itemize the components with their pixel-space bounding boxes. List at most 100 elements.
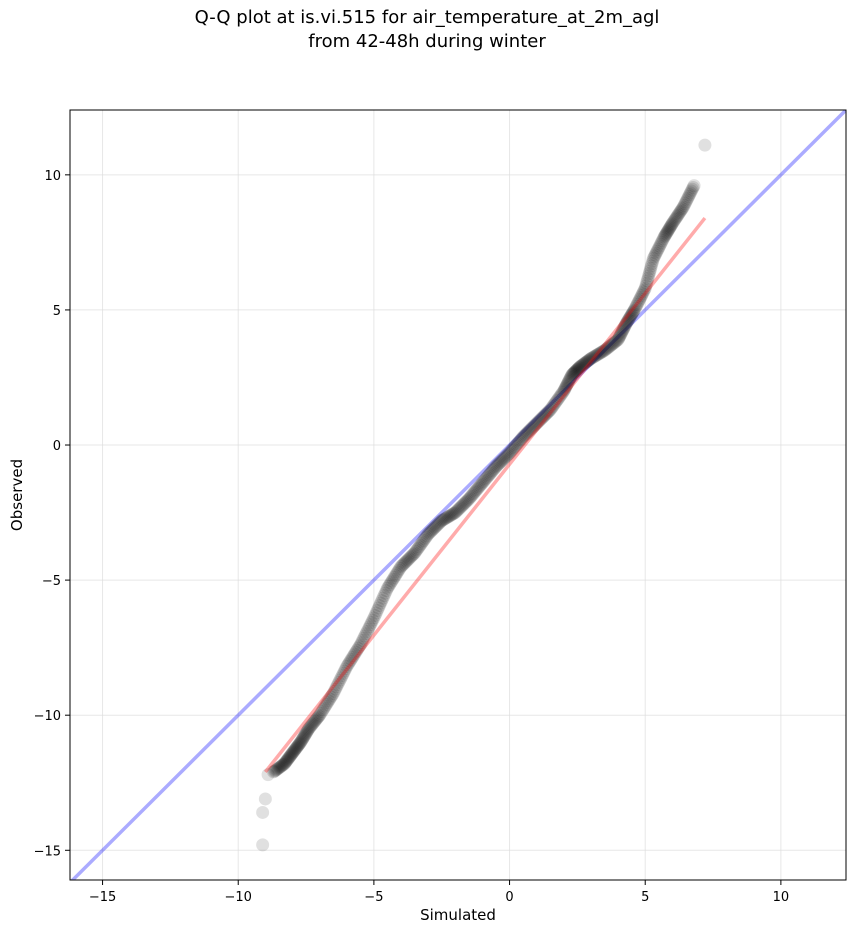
data-point <box>571 362 585 376</box>
x-tick-label: −5 <box>364 890 383 905</box>
y-tick-label: −10 <box>34 709 61 724</box>
x-tick-label: 5 <box>641 890 649 905</box>
data-point <box>596 344 610 358</box>
data-point <box>465 488 479 502</box>
data-point <box>496 453 510 467</box>
data-point <box>678 197 692 211</box>
x-tick-label: 10 <box>773 890 790 905</box>
data-point <box>290 741 304 755</box>
data-point <box>439 511 453 525</box>
data-point <box>627 303 641 317</box>
data-point <box>584 352 598 366</box>
data-point <box>546 400 560 414</box>
data-point <box>500 448 514 462</box>
data-point <box>444 508 458 522</box>
data-points <box>256 138 712 852</box>
data-point <box>458 495 472 509</box>
data-point <box>618 319 632 333</box>
data-point <box>298 728 312 742</box>
data-point <box>279 755 293 769</box>
data-point <box>574 359 588 373</box>
data-point <box>410 543 424 557</box>
data-point <box>579 356 593 370</box>
data-point <box>558 381 572 395</box>
data-point <box>644 262 658 276</box>
data-point <box>418 532 432 546</box>
data-point <box>564 370 578 384</box>
data-point <box>588 349 602 363</box>
data-point <box>437 512 451 526</box>
data-point <box>600 342 614 356</box>
data-point <box>389 567 403 581</box>
data-point <box>562 373 576 387</box>
data-point <box>440 510 454 524</box>
data-point <box>287 744 301 758</box>
data-point <box>460 494 474 508</box>
data-point <box>477 474 491 488</box>
data-point <box>536 410 550 424</box>
chart-subtitle: from 42-48h during winter <box>308 31 546 52</box>
data-point <box>609 334 623 348</box>
data-point <box>592 347 606 361</box>
data-point <box>641 271 655 285</box>
data-point <box>341 658 355 672</box>
data-point <box>366 613 380 627</box>
data-point <box>556 386 570 400</box>
data-point <box>671 208 685 222</box>
data-point <box>311 710 325 724</box>
data-point <box>663 221 677 235</box>
data-point <box>638 281 652 295</box>
data-point <box>457 497 471 511</box>
data-point <box>483 466 497 480</box>
data-point <box>541 405 555 419</box>
data-point <box>452 502 466 516</box>
x-tick-label: −10 <box>225 890 252 905</box>
y-tick-label: 5 <box>53 304 61 319</box>
data-point <box>613 329 627 343</box>
x-tick-label: 0 <box>505 890 513 905</box>
data-point <box>345 651 359 665</box>
data-point <box>362 620 376 634</box>
data-point <box>623 311 637 325</box>
data-point <box>323 692 337 706</box>
data-point <box>293 736 307 750</box>
data-point <box>348 647 362 661</box>
data-point <box>376 591 390 605</box>
data-point <box>572 361 586 375</box>
data-point <box>531 415 545 429</box>
data-point <box>578 356 592 370</box>
data-point <box>568 365 582 379</box>
data-point <box>354 636 368 650</box>
data-point <box>557 383 571 397</box>
data-point <box>303 721 317 735</box>
data-point <box>358 629 372 643</box>
data-point <box>607 336 621 350</box>
data-point <box>327 684 341 698</box>
data-point <box>353 638 367 652</box>
data-point <box>411 541 425 555</box>
data-point <box>470 483 484 497</box>
data-point <box>580 354 594 368</box>
data-point <box>305 717 319 731</box>
data-point <box>297 730 311 744</box>
plot-area-frame <box>69 109 847 881</box>
data-point <box>386 572 400 586</box>
data-point <box>279 754 293 768</box>
data-point <box>480 470 494 484</box>
data-point <box>286 745 300 759</box>
data-point <box>498 451 512 465</box>
data-point <box>334 671 348 685</box>
data-point <box>512 435 526 449</box>
data-point <box>401 553 415 567</box>
data-point <box>666 215 680 229</box>
data-point <box>304 719 318 733</box>
data-point <box>282 751 296 765</box>
data-point <box>560 379 574 393</box>
data-point <box>544 401 558 415</box>
data-point <box>422 526 436 540</box>
data-point <box>669 211 683 225</box>
data-point <box>610 334 624 348</box>
data-point <box>318 699 332 713</box>
data-point <box>683 186 697 200</box>
data-point <box>281 752 295 766</box>
